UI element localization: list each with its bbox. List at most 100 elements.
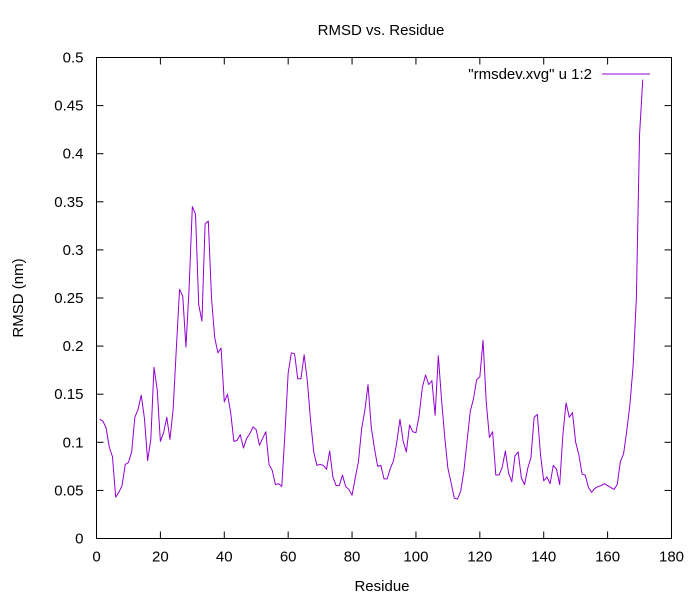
x-tick-label: 60: [280, 549, 297, 566]
data-point: [438, 355, 439, 356]
data-point: [166, 417, 167, 418]
data-point: [294, 353, 295, 354]
data-point: [451, 482, 452, 483]
data-point: [467, 441, 468, 442]
data-point: [144, 418, 145, 419]
data-point: [224, 401, 225, 402]
data-point: [639, 134, 640, 135]
data-point: [390, 468, 391, 469]
data-point: [591, 492, 592, 493]
data-point: [537, 414, 538, 415]
data-point: [106, 427, 107, 428]
data-point: [633, 365, 634, 366]
data-point: [214, 337, 215, 338]
data-point: [342, 475, 343, 476]
data-point: [614, 489, 615, 490]
data-point: [355, 477, 356, 478]
data-point: [431, 380, 432, 381]
data-point: [543, 480, 544, 481]
data-point: [566, 402, 567, 403]
data-point: [499, 475, 500, 476]
data-point: [237, 440, 238, 441]
data-point: [169, 439, 170, 440]
data-point: [112, 456, 113, 457]
data-point: [384, 478, 385, 479]
data-point: [288, 373, 289, 374]
data-point: [562, 434, 563, 435]
data-point: [479, 376, 480, 377]
y-tick-label: 0.15: [54, 386, 83, 403]
data-point: [629, 403, 630, 404]
data-point: [441, 399, 442, 400]
data-point: [361, 428, 362, 429]
data-point: [339, 485, 340, 486]
data-point: [460, 491, 461, 492]
data-point: [559, 484, 560, 485]
data-point: [243, 448, 244, 449]
data-point: [217, 352, 218, 353]
data-point: [636, 298, 637, 299]
data-point: [428, 384, 429, 385]
data-point: [134, 417, 135, 418]
data-point: [387, 478, 388, 479]
data-point: [201, 321, 202, 322]
y-tick-label: 0: [75, 531, 83, 548]
data-point: [131, 451, 132, 452]
data-point: [601, 485, 602, 486]
data-point: [348, 489, 349, 490]
x-tick-label: 120: [467, 549, 492, 566]
data-point: [604, 483, 605, 484]
data-point: [425, 374, 426, 375]
data-point: [352, 495, 353, 496]
data-point: [99, 419, 100, 420]
data-point: [368, 384, 369, 385]
data-point: [486, 401, 487, 402]
data-point: [524, 484, 525, 485]
data-point: [278, 483, 279, 484]
data-point: [626, 430, 627, 431]
y-tick-label: 0.35: [54, 194, 83, 211]
data-point: [623, 453, 624, 454]
data-point: [489, 437, 490, 438]
data-point: [102, 421, 103, 422]
data-point: [211, 298, 212, 299]
data-point: [253, 426, 254, 427]
data-point: [556, 469, 557, 470]
legend: "rmsdev.xvg" u 1:2: [468, 66, 650, 83]
x-axis-label: Residue: [354, 578, 409, 595]
data-point: [546, 476, 547, 477]
data-point: [272, 470, 273, 471]
data-point: [534, 417, 535, 418]
x-tick-label: 20: [152, 549, 169, 566]
data-point: [572, 412, 573, 413]
data-point: [399, 419, 400, 420]
data-point: [323, 465, 324, 466]
data-point: [310, 420, 311, 421]
data-point: [569, 417, 570, 418]
data-point: [205, 223, 206, 224]
data-point: [530, 457, 531, 458]
data-point: [128, 462, 129, 463]
data-point: [259, 445, 260, 446]
data-point: [240, 434, 241, 435]
data-point: [304, 354, 305, 355]
data-point: [284, 432, 285, 433]
data-point: [620, 461, 621, 462]
data-point: [138, 409, 139, 410]
data-point: [540, 454, 541, 455]
data-point: [518, 451, 519, 452]
data-point: [415, 432, 416, 433]
y-tick-label: 0.5: [63, 50, 84, 67]
data-point: [316, 465, 317, 466]
data-point: [511, 481, 512, 482]
y-axis-label: RMSD (nm): [10, 258, 27, 337]
data-point: [109, 447, 110, 448]
x-tick-label: 140: [531, 549, 556, 566]
data-point: [256, 429, 257, 430]
data-point: [457, 499, 458, 500]
data-point: [594, 488, 595, 489]
data-point: [377, 466, 378, 467]
data-point: [403, 441, 404, 442]
data-point: [198, 304, 199, 305]
